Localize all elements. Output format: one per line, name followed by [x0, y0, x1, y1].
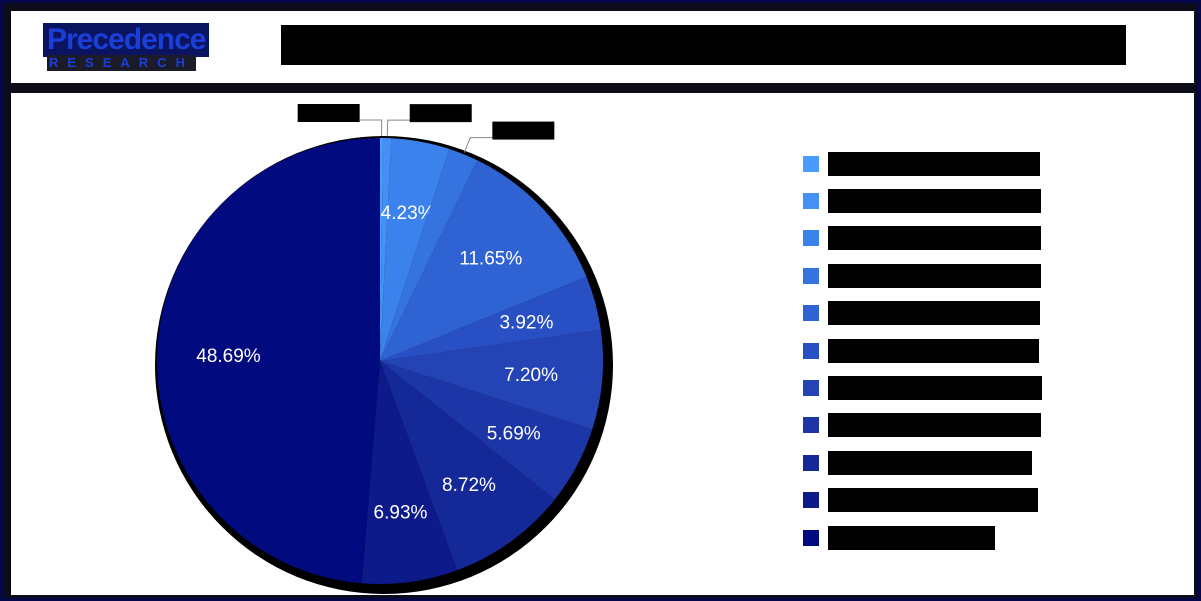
- pie-slice[interactable]: [380, 276, 601, 361]
- external-label-box: [409, 104, 472, 123]
- pie-slice[interactable]: [380, 160, 587, 361]
- pie-slice[interactable]: [380, 329, 603, 430]
- legend-swatch: [803, 305, 819, 322]
- legend-label: Company H (redacted): [828, 413, 1042, 438]
- legend: Company A (redacted) Company B (redacted)…: [803, 145, 1043, 556]
- logo-sub-text: RESEARCH: [47, 55, 196, 71]
- legend-swatch: [803, 155, 819, 172]
- external-label-box: [492, 121, 555, 140]
- chart-body: 0.22% 0.58% 4.23% 2.17% 11.65% 3.92% 7.20% 5.69…: [11, 93, 1194, 595]
- pie-slice[interactable]: [380, 361, 555, 571]
- legend-item: Others (redacted): [803, 519, 1042, 556]
- external-slice-label: 2.17%: [505, 124, 542, 139]
- slice-label: 4.23%: [381, 203, 435, 224]
- legend-swatch: [803, 454, 819, 471]
- legend-label: Company D (redacted): [828, 263, 1042, 288]
- legend-swatch: [803, 193, 819, 210]
- leader-line: [463, 137, 493, 153]
- legend-item: Company F (redacted): [803, 332, 1042, 369]
- leader-line: [359, 119, 383, 137]
- pie-slice[interactable]: [380, 138, 450, 361]
- pie-slice[interactable]: [380, 149, 478, 361]
- pie-slice[interactable]: [361, 361, 458, 584]
- pie-slice[interactable]: [156, 138, 380, 584]
- chart-title: Bedding Market Key Players, Revenue Shar…: [281, 25, 1126, 65]
- legend-label: Company E (redacted): [828, 301, 1041, 326]
- legend-item: Company E (redacted): [803, 295, 1042, 332]
- slice-label: 3.92%: [499, 313, 553, 334]
- header: Precedence RESEARCH Bedding Market Key P…: [11, 11, 1194, 83]
- legend-item: Company C (redacted): [803, 220, 1042, 257]
- legend-swatch: [803, 267, 819, 284]
- legend-item: Company G (redacted): [803, 369, 1043, 406]
- legend-swatch: [803, 529, 819, 546]
- legend-item: Company J (redacted): [803, 482, 1042, 519]
- legend-item: Company I (redacted): [803, 444, 1042, 481]
- pie-chart: 0.22% 0.58% 4.23% 2.17% 11.65% 3.92% 7.20% 5.69…: [155, 104, 613, 594]
- pie-slice[interactable]: [380, 361, 593, 500]
- pie-slice[interactable]: [380, 138, 384, 361]
- legend-swatch: [803, 342, 819, 359]
- legend-label: Company B (redacted): [828, 189, 1042, 214]
- legend-swatch: [803, 492, 819, 509]
- legend-label: Company C (redacted): [828, 226, 1042, 251]
- legend-label: Company F (redacted): [828, 338, 1040, 363]
- legend-swatch: [803, 417, 819, 434]
- pie-slice[interactable]: [380, 138, 392, 361]
- logo: Precedence RESEARCH: [39, 21, 210, 73]
- slice-label: 8.72%: [442, 475, 496, 496]
- slice-label: 48.69%: [196, 346, 261, 367]
- slice-label: 6.93%: [374, 502, 428, 523]
- legend-item: Company H (redacted): [803, 407, 1042, 444]
- external-slice-label: 0.22%: [310, 106, 347, 121]
- legend-swatch: [803, 230, 819, 247]
- legend-label: Company J (redacted): [828, 488, 1039, 513]
- slice-label: 11.65%: [459, 248, 522, 269]
- legend-label: Company A (redacted): [828, 151, 1040, 176]
- external-slice-label: 0.58%: [422, 106, 459, 121]
- legend-item: Company D (redacted): [803, 257, 1042, 294]
- legend-label: Company I (redacted): [828, 450, 1033, 475]
- logo-main-text: Precedence: [43, 23, 210, 57]
- legend-label: Others (redacted): [828, 525, 995, 550]
- leader-line: [386, 119, 410, 137]
- slice-label: 7.20%: [504, 365, 558, 386]
- legend-label: Company G (redacted): [828, 376, 1043, 401]
- legend-item: Company B (redacted): [803, 182, 1042, 219]
- legend-item: Company A (redacted): [803, 145, 1042, 182]
- external-label-box: [297, 104, 360, 123]
- legend-swatch: [803, 380, 819, 397]
- slice-label: 5.69%: [487, 424, 541, 445]
